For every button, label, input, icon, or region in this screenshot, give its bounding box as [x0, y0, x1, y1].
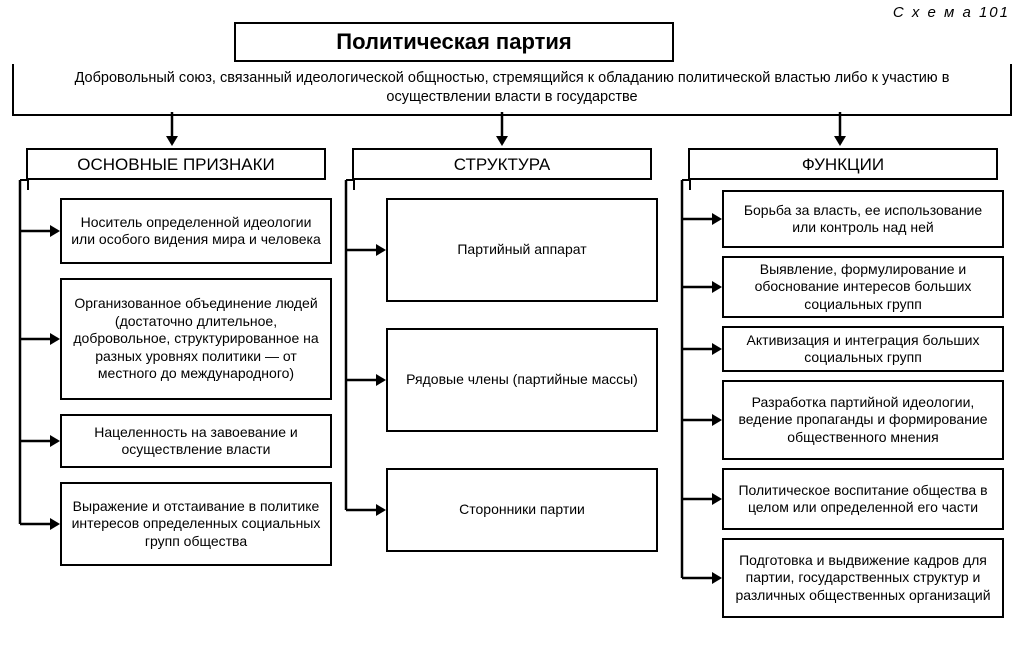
- functions-item: Борьба за власть, ее использование или к…: [722, 190, 1004, 248]
- definition-box: Добровольный союз, связанный идеологичес…: [12, 64, 1012, 116]
- functions-item: Разработка партийной идеологии, ведение …: [722, 380, 1004, 460]
- column-header-signs: ОСНОВНЫЕ ПРИЗНАКИ: [26, 148, 326, 180]
- functions-item: Подготовка и выдвижение кадров для парти…: [722, 538, 1004, 618]
- signs-item: Носитель определенной идеологии или особ…: [60, 198, 332, 264]
- column-header-functions: ФУНКЦИИ: [688, 148, 998, 180]
- functions-item: Активизация и интеграция больших социаль…: [722, 326, 1004, 372]
- functions-item: Выявление, формулирование и обоснование …: [722, 256, 1004, 318]
- scheme-number: С х е м а 101: [893, 4, 1010, 21]
- structure-item: Партийный аппарат: [386, 198, 658, 302]
- functions-item: Политическое воспитание общества в целом…: [722, 468, 1004, 530]
- diagram-title: Политическая партия: [234, 22, 674, 62]
- column-header-structure: СТРУКТУРА: [352, 148, 652, 180]
- structure-item: Сторонники партии: [386, 468, 658, 552]
- page: С х е м а 101 Политическая партия Добров…: [0, 0, 1024, 671]
- signs-item: Выражение и отстаивание в политике интер…: [60, 482, 332, 566]
- signs-item: Организованное объединение людей (достат…: [60, 278, 332, 400]
- signs-item: Нацеленность на завоевание и осуществлен…: [60, 414, 332, 468]
- structure-item: Рядовые члены (партийные массы): [386, 328, 658, 432]
